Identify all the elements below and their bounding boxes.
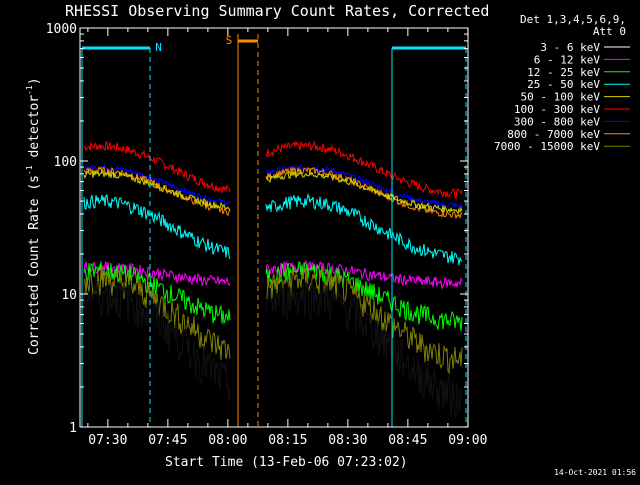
y-tick-label: 100	[54, 155, 77, 170]
x-tick-label: 08:30	[328, 433, 367, 448]
series-line-9	[83, 279, 231, 403]
series-line-1	[83, 140, 231, 194]
series-line-7	[265, 261, 463, 332]
series-line-1	[265, 139, 463, 200]
saa-flag-label: S	[226, 34, 233, 47]
x-tick-label: 08:15	[268, 433, 307, 448]
legend-entry-label: 25 - 50 keV	[527, 78, 600, 91]
x-axis: 07:30 07:45 08:00 08:15 08:30 08:45 09:00	[87, 28, 487, 448]
legend-entry-label: 6 - 12 keV	[534, 53, 601, 66]
x-tick-label: 07:30	[88, 433, 127, 448]
legend-header-1: Det 1,3,4,5,6,9,	[520, 13, 626, 26]
series-line-5	[83, 194, 231, 260]
x-tick-label: 09:00	[448, 433, 487, 448]
footer-timestamp: 14-Oct-2021 01:56	[554, 468, 636, 477]
legend-entry-label: 3 - 6 keV	[540, 41, 600, 54]
x-axis-label: Start Time (13-Feb-06 07:23:02)	[165, 455, 408, 470]
plot-area: NS	[81, 34, 467, 427]
y-tick-label: 10	[61, 288, 77, 303]
legend-entry-label: 7000 - 15000 keV	[494, 140, 600, 153]
series-line-5	[265, 193, 463, 266]
series-line-8	[265, 266, 463, 375]
legend-entry-label: 300 - 800 keV	[514, 115, 600, 128]
legend-header-2: Att 0	[593, 25, 626, 38]
series-line-4	[265, 169, 463, 215]
y-tick-label: 1	[69, 421, 77, 436]
series-line-7	[83, 261, 231, 325]
chart-title: RHESSI Observing Summary Count Rates, Co…	[65, 2, 489, 20]
series-line-8	[83, 265, 231, 360]
night-flag-label: N	[155, 41, 162, 54]
legend-entry-label: 100 - 300 keV	[514, 103, 600, 116]
series-line-6	[265, 260, 463, 290]
y-axis: 1000 100 10 1	[46, 22, 468, 436]
legend-entry-label: 800 - 7000 keV	[507, 128, 600, 141]
x-tick-label: 08:45	[388, 433, 427, 448]
plot-frame	[79, 27, 469, 428]
y-tick-label: 1000	[46, 22, 77, 37]
legend-entry-label: 50 - 100 keV	[521, 91, 601, 104]
y-axis-label: Corrected Count Rate (s-1 detector-1)	[25, 77, 42, 355]
series-line-4	[83, 169, 231, 211]
series-line-9	[265, 280, 463, 418]
legend-entry-label: 12 - 25 keV	[527, 66, 600, 79]
x-tick-label: 08:00	[208, 433, 247, 448]
series-line-6	[83, 260, 231, 287]
x-tick-label: 07:45	[148, 433, 187, 448]
series-line-3	[83, 166, 231, 217]
